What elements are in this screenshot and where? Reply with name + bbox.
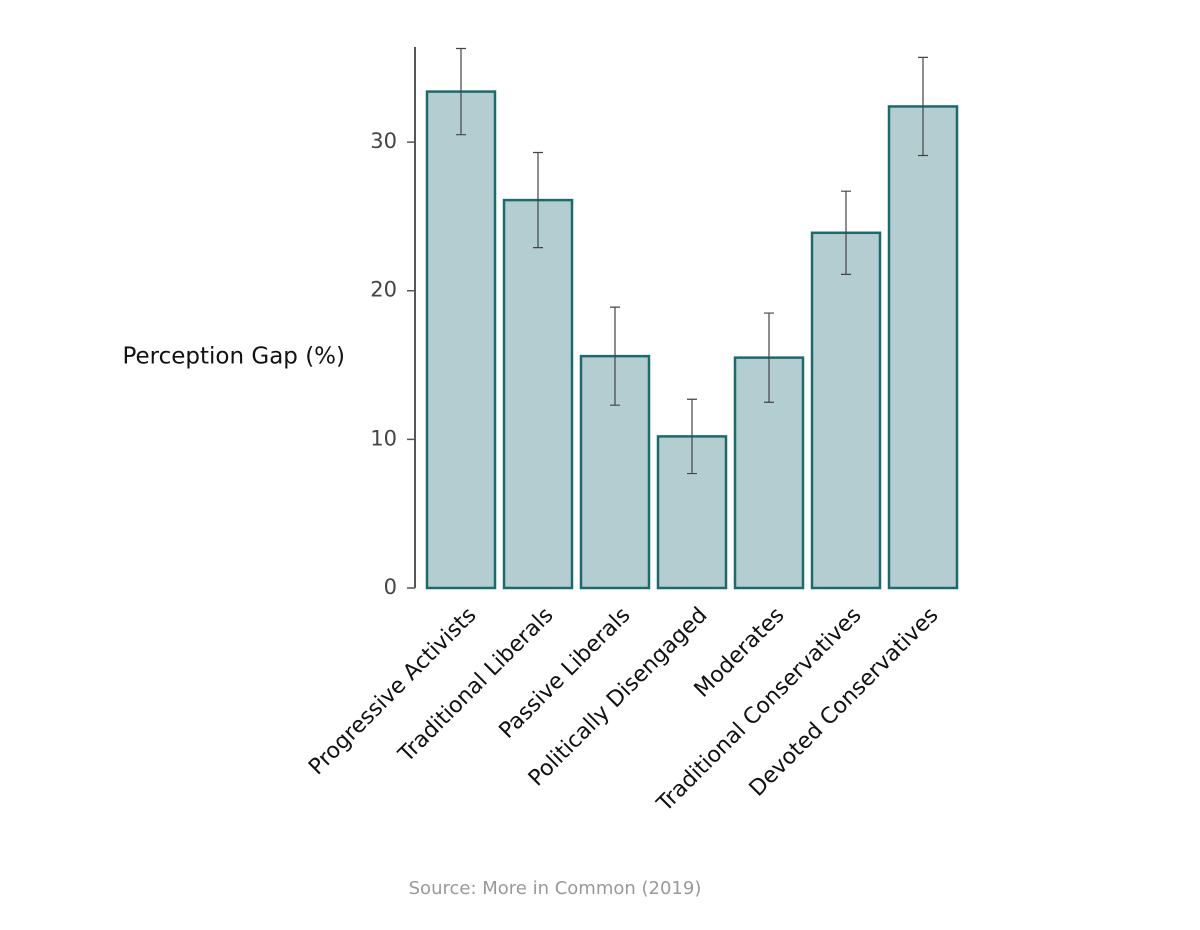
- error-bar: [764, 312, 774, 403]
- error-bar: [456, 47, 466, 136]
- x-tick-label: Traditional Liberals: [393, 603, 558, 768]
- error-bar: [533, 151, 543, 249]
- y-tick-label: 20: [370, 278, 397, 302]
- bar: [887, 105, 959, 590]
- bar: [502, 198, 574, 590]
- bar: [579, 354, 651, 590]
- source-note: Source: More in Common (2019): [409, 878, 702, 899]
- bar: [810, 231, 882, 590]
- y-tick-label: 10: [370, 426, 397, 450]
- error-bar: [687, 398, 697, 475]
- error-bar: [841, 190, 851, 275]
- error-bar: [918, 56, 928, 157]
- bar: [656, 435, 728, 590]
- error-bar: [610, 306, 620, 406]
- y-tick-label: 30: [370, 129, 397, 153]
- x-tick-label: Passive Liberals: [495, 603, 636, 744]
- y-axis-label: Perception Gap (%): [122, 344, 345, 370]
- bar: [425, 90, 497, 590]
- y-tick-label: 0: [384, 575, 397, 599]
